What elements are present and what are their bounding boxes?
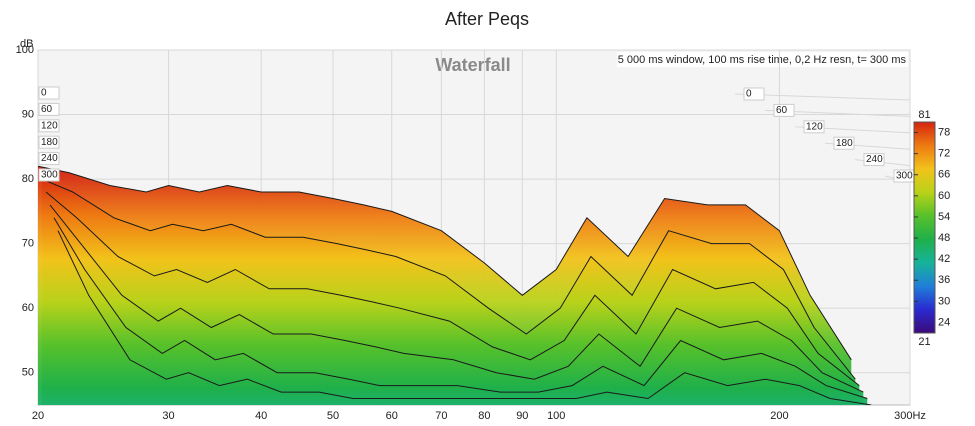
y-tick-label: 80 <box>22 173 34 185</box>
z-tick-box <box>38 86 60 100</box>
waterfall <box>38 165 872 405</box>
z-tick-label: 180 <box>41 137 58 148</box>
z-tick-box <box>38 152 60 166</box>
z-tick-box <box>38 135 60 149</box>
z-tick-label: 0 <box>41 88 47 99</box>
z-tick-label: 0 <box>746 89 752 100</box>
y-tick-label: 50 <box>22 367 34 379</box>
colorbar-tick-label: 36 <box>938 274 950 286</box>
colorbar-max-label: 81 <box>918 109 930 121</box>
colorbar-tick-label: 30 <box>938 295 950 307</box>
colorbar-tick-label: 78 <box>938 126 950 138</box>
slice-line <box>41 178 856 380</box>
z-tick-box <box>38 102 60 116</box>
z-tick-box <box>833 136 855 150</box>
x-tick-label: 50 <box>327 410 339 422</box>
info-box <box>617 52 908 67</box>
slice-line <box>57 230 872 405</box>
slice-line <box>49 204 864 393</box>
y-axis-label: dB <box>20 38 33 50</box>
y-tick-label: 70 <box>22 238 34 250</box>
slice-fill <box>50 204 864 405</box>
z-tick-label: 300 <box>896 171 913 182</box>
info-text: 5 000 ms window, 100 ms rise time, 0,2 H… <box>618 54 907 66</box>
slice-line <box>45 191 860 386</box>
colorbar <box>913 121 936 334</box>
x-tick-label: 20 <box>32 410 44 422</box>
x-tick-label: 300Hz <box>894 410 926 422</box>
colorbar-tick-label: 42 <box>938 253 950 265</box>
z-tick-box <box>863 153 885 167</box>
x-tick-label: 70 <box>435 410 447 422</box>
z-tick-label: 240 <box>866 154 883 165</box>
colorbar-tick-label: 48 <box>938 232 950 244</box>
z-tick-label: 60 <box>776 105 788 116</box>
z-tick-label: 120 <box>41 120 58 131</box>
slice-line <box>53 217 868 399</box>
z-tick-label: 240 <box>41 153 58 164</box>
x-tick-label: 100 <box>547 410 565 422</box>
colorbar-tick-label: 66 <box>938 169 950 181</box>
z-tick-label: 120 <box>806 121 823 132</box>
x-tick-label: 80 <box>478 410 490 422</box>
axes: 50 60 70 80 90 100 20 30 40 50 60 70 80 90 100 200 300Hz… <box>16 44 951 422</box>
y-tick-label: 90 <box>22 108 34 120</box>
z-tick-box <box>743 87 765 101</box>
colorbar-tick-label: 60 <box>938 190 950 202</box>
z-tick-box <box>803 120 825 134</box>
x-tick-label: 30 <box>162 410 174 422</box>
y-tick-label: 60 <box>22 302 34 314</box>
colorbar-tick-label: 24 <box>938 316 950 328</box>
z-tick-box <box>773 103 795 117</box>
x-tick-label: 200 <box>770 410 788 422</box>
z-tick-box <box>38 168 60 182</box>
slice-fill <box>58 230 872 405</box>
colorbar-tick-label: 54 <box>938 211 950 223</box>
chart-title: After Peqs <box>445 9 529 29</box>
x-tick-label: 60 <box>386 410 398 422</box>
z-tick-label: 300 <box>41 170 58 181</box>
colorbar-tick-label: 72 <box>938 148 950 160</box>
x-tick-label: 90 <box>516 410 528 422</box>
slice-line <box>38 165 852 361</box>
z-tick-label: 60 <box>41 104 53 115</box>
x-tick-label: 40 <box>255 410 267 422</box>
y-tick-label: 100 <box>16 44 34 56</box>
z-tick-box <box>38 119 60 133</box>
colorbar-min-label: 21 <box>918 336 930 348</box>
watermark: Waterfall <box>435 55 510 75</box>
z-tick-label: 180 <box>836 138 853 149</box>
